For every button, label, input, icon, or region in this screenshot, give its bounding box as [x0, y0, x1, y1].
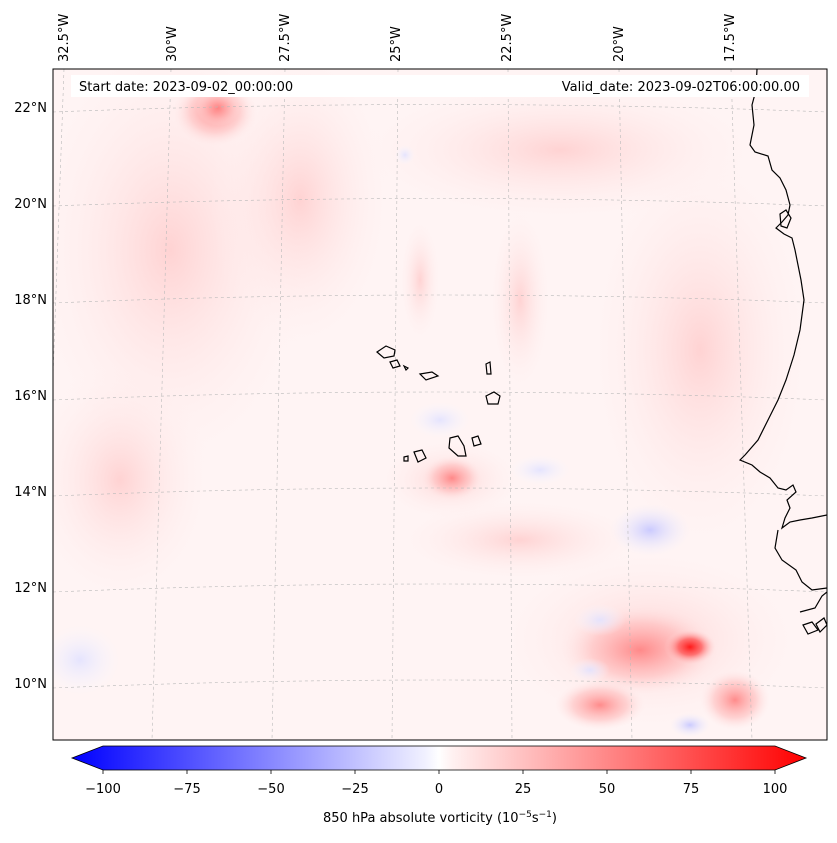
grid-lon-27-5 — [271, 69, 286, 740]
island-maio — [471, 435, 482, 447]
lat-label: 22°N — [14, 101, 47, 116]
island-santo-antao — [376, 345, 396, 359]
latitude-labels: 22°N 20°N 18°N 16°N 14°N 12°N 10°N — [14, 101, 47, 692]
bijagos-island — [802, 621, 819, 635]
cape-blanc — [779, 209, 792, 229]
grid-lat-16 — [53, 391, 827, 401]
colorbar-tick-label: −50 — [257, 782, 284, 797]
grid-lat-18 — [53, 294, 827, 304]
vorticity-field — [53, 69, 827, 740]
africa-coast — [738, 69, 827, 530]
gridlines — [53, 69, 827, 740]
coastlines — [376, 69, 827, 635]
lat-label: 20°N — [14, 197, 47, 212]
island-sao-vicente — [389, 359, 401, 369]
colorbar-tick-label: −25 — [341, 782, 368, 797]
island-sao-nicolau — [418, 371, 440, 381]
grid-lon-20 — [618, 69, 633, 740]
grid-lat-22 — [53, 104, 827, 113]
grid-lon-17-5 — [730, 69, 753, 740]
colorbar: −100 −75 −50 −25 0 25 50 75 100 850 hPa absolute… — [70, 745, 808, 826]
colorbar-label: 850 hPa absolute vorticity (10−5s−1) — [323, 810, 557, 826]
colorbar-tick-label: 50 — [599, 782, 616, 797]
colorbar-tick-label: 0 — [435, 782, 443, 797]
coastal-island — [815, 617, 827, 634]
island-sal — [485, 361, 492, 375]
colorbar-tick-label: 75 — [683, 782, 700, 797]
island-fogo — [413, 449, 427, 463]
island-santiago — [448, 435, 467, 457]
lon-label: 22.5°W — [500, 14, 515, 62]
grid-lat-14 — [53, 487, 827, 497]
guinea-bissau-coast — [774, 529, 827, 591]
island-santa-luzia — [402, 364, 410, 372]
lon-label: 20°W — [612, 26, 627, 62]
grid-lat-10 — [53, 679, 827, 689]
colorbar-tick-label: −100 — [85, 782, 121, 797]
lon-label: 32.5°W — [57, 14, 72, 62]
grid-lat-20 — [53, 198, 827, 207]
island-boa-vista — [485, 391, 501, 405]
lat-label: 10°N — [14, 677, 47, 692]
map-frame — [52, 68, 828, 741]
lat-label: 14°N — [14, 485, 47, 500]
island-brava — [403, 455, 409, 462]
grid-lon-25 — [391, 69, 399, 740]
valid-date-label: Valid_date: 2023-09-02T06:00:00.00 — [562, 80, 800, 95]
lat-label: 12°N — [14, 581, 47, 596]
grid-lon-22-5 — [507, 69, 513, 740]
grid-lon-30 — [151, 69, 172, 740]
lat-label: 16°N — [14, 389, 47, 404]
colorbar-tick-label: −75 — [173, 782, 200, 797]
lon-label: 25°W — [389, 26, 404, 62]
longitude-labels: 32.5°W 30°W 27.5°W 25°W 22.5°W 20°W 17.5… — [57, 14, 738, 62]
colorbar-body — [70, 745, 808, 771]
colorbar-ticks: −100 −75 −50 −25 0 25 50 75 100 — [85, 770, 787, 797]
colorbar-tick-label: 100 — [763, 782, 788, 797]
lon-label: 27.5°W — [278, 14, 293, 62]
guinea-coast — [799, 591, 827, 613]
grid-lat-12 — [53, 583, 827, 593]
lat-label: 18°N — [14, 293, 47, 308]
start-date-label: Start date: 2023-09-02_00:00:00 — [79, 80, 293, 95]
date-header-box — [71, 75, 809, 97]
lon-label: 17.5°W — [723, 14, 738, 62]
lon-label: 30°W — [165, 26, 180, 62]
colorbar-tick-label: 25 — [515, 782, 532, 797]
